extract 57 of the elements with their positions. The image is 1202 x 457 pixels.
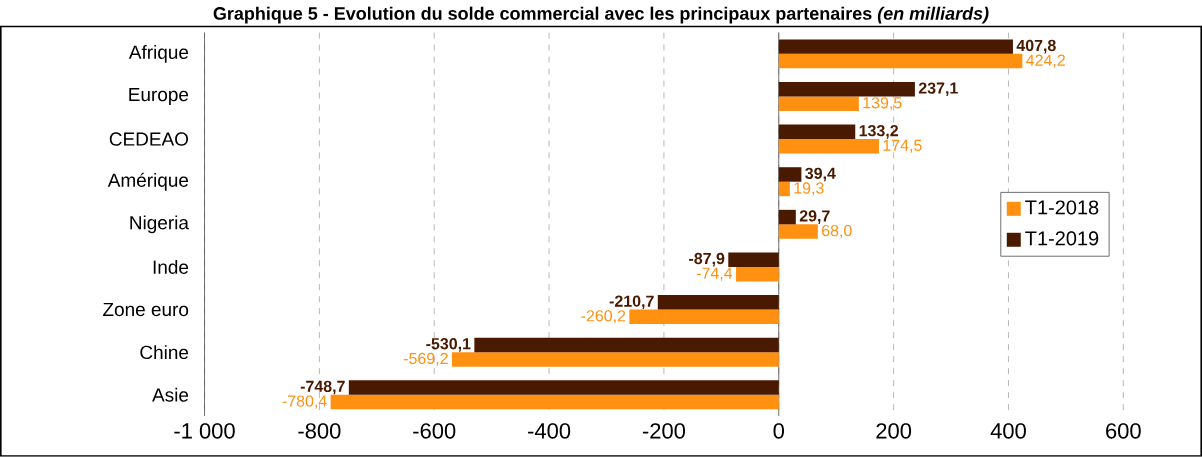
y-tick-label: Inde xyxy=(153,260,189,274)
data-label: 174,5 xyxy=(883,139,922,153)
data-label: -74,4 xyxy=(696,267,733,281)
data-label: 237,1 xyxy=(918,82,958,97)
bar xyxy=(778,96,859,112)
bar xyxy=(330,394,779,410)
data-label: 68,0 xyxy=(822,225,852,239)
y-tick-label: Asie xyxy=(152,387,189,402)
data-label: 39,4 xyxy=(805,167,836,182)
bar xyxy=(728,252,779,268)
bar xyxy=(778,209,796,225)
bar xyxy=(348,380,779,395)
data-label: -748,7 xyxy=(300,380,345,395)
bar xyxy=(778,124,856,140)
y-tick-label: Afrique xyxy=(128,45,189,63)
x-tick-label: 400 xyxy=(990,423,1026,439)
data-label: 407,8 xyxy=(1016,39,1056,54)
data-label: -780,4 xyxy=(282,395,327,409)
data-label: -260,2 xyxy=(581,310,626,324)
x-tick-label: -1 000 xyxy=(174,423,235,439)
bar xyxy=(451,352,779,367)
data-label: 424,2 xyxy=(1026,54,1065,68)
bar xyxy=(778,167,802,182)
bar xyxy=(657,295,779,310)
y-tick-label: Chine xyxy=(140,345,189,360)
y-tick-label: Europe xyxy=(129,88,189,106)
bar xyxy=(474,337,779,353)
data-label: 19,3 xyxy=(794,182,824,196)
y-tick-label: Zone euro xyxy=(103,303,189,317)
y-tick-label: CEDEAO xyxy=(109,132,189,146)
y-tick-label: Nigeria xyxy=(130,215,189,234)
data-label: 133,2 xyxy=(859,125,898,139)
bar xyxy=(736,267,779,282)
x-tick-label: 600 xyxy=(1106,423,1141,439)
bar xyxy=(778,181,790,197)
data-label: -210,7 xyxy=(609,295,654,310)
y-tick-label: Amérique xyxy=(107,172,189,191)
legend-label: T1-2019 xyxy=(1025,231,1099,246)
bar xyxy=(778,53,1023,69)
data-label: -87,9 xyxy=(689,252,725,267)
x-tick-label: -600 xyxy=(413,423,456,439)
data-label: 29,7 xyxy=(799,210,830,224)
bar xyxy=(629,309,779,325)
x-tick-label: 200 xyxy=(876,423,912,439)
bar xyxy=(778,82,915,97)
bar xyxy=(778,224,818,239)
x-tick-label: -200 xyxy=(642,423,686,439)
chart-title: Graphique 5 - Evolution du solde commercial avec les principaux partenaires (en milliards) xyxy=(213,6,989,24)
bar xyxy=(778,39,1013,54)
data-label: -530,1 xyxy=(426,338,471,352)
data-label: -569,2 xyxy=(403,352,448,367)
x-tick-label: -800 xyxy=(298,423,341,439)
x-tick-label: 0 xyxy=(773,423,784,439)
data-label: 139,5 xyxy=(863,97,902,111)
x-tick-label: -400 xyxy=(528,423,571,439)
bar xyxy=(778,139,879,154)
legend-label: T1-2018 xyxy=(1025,200,1099,215)
